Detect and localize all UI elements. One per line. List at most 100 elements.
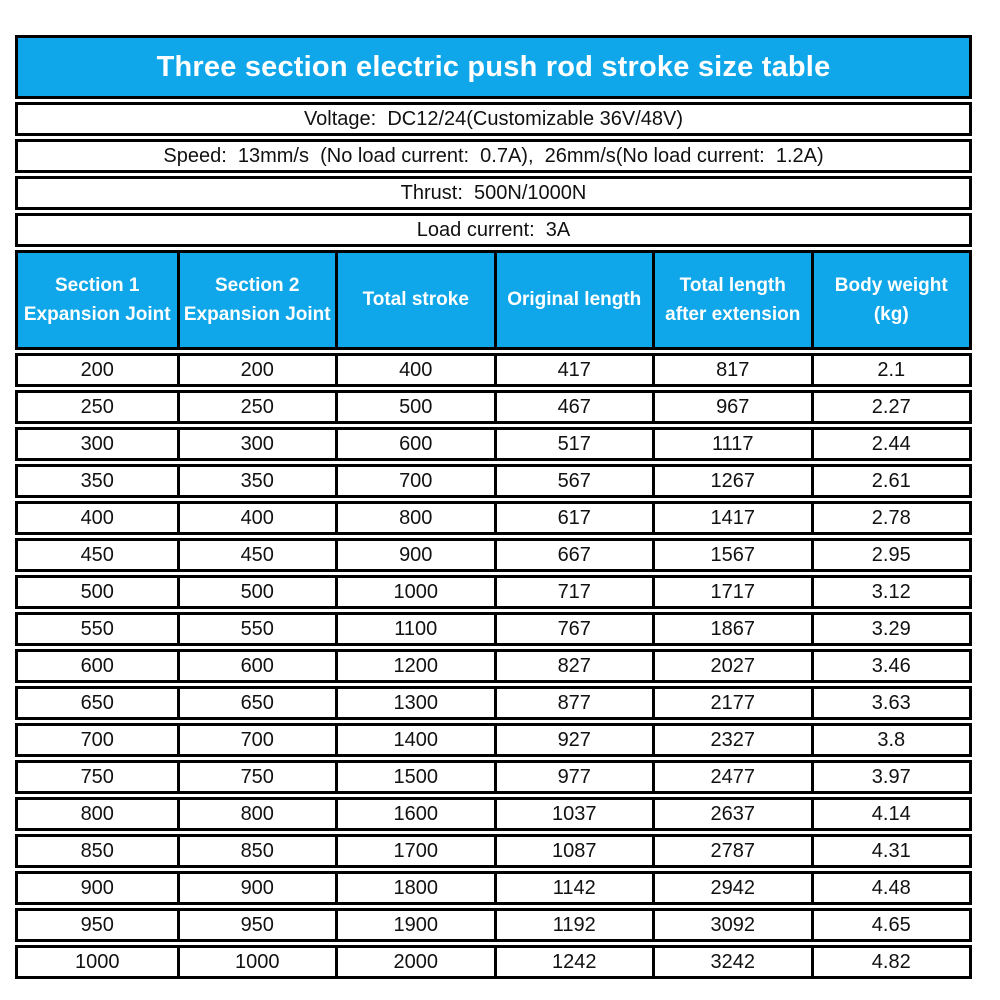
table-cell: 700 bbox=[176, 726, 336, 754]
table-cell: 3.29 bbox=[810, 615, 970, 643]
table-cell: 2.44 bbox=[810, 430, 970, 458]
table-cell: 800 bbox=[80, 802, 114, 825]
table-row: 850 850 1700 1087 2787 4.31 bbox=[15, 834, 972, 868]
table-cell: 750 bbox=[80, 765, 114, 788]
table-cell: 600 bbox=[176, 652, 336, 680]
table-cell: 2027 bbox=[652, 652, 811, 680]
table-cell: 3242 bbox=[652, 948, 811, 976]
table-cell: 717 bbox=[493, 578, 653, 606]
table-cell: 4.14 bbox=[810, 800, 970, 828]
table-cell: 2787 bbox=[652, 837, 811, 865]
table-row: 400 400 800 617 1417 2.78 bbox=[15, 501, 972, 535]
table-cell: 1717 bbox=[652, 578, 811, 606]
table-cell: 850 bbox=[80, 839, 114, 862]
table-row: 750 750 1500 977 2477 3.97 bbox=[15, 760, 972, 794]
table-row: 550 550 1100 767 1867 3.29 bbox=[15, 612, 972, 646]
table-cell: 2942 bbox=[652, 874, 811, 902]
table-cell: 3.63 bbox=[810, 689, 970, 717]
table-cell: 467 bbox=[493, 393, 653, 421]
table-cell: 600 bbox=[80, 654, 114, 677]
table-cell: 2.1 bbox=[810, 356, 970, 384]
table-cell: 450 bbox=[80, 543, 114, 566]
table-cell: 877 bbox=[493, 689, 653, 717]
table-cell: 650 bbox=[176, 689, 336, 717]
table-cell: 900 bbox=[80, 876, 114, 899]
table-cell: 977 bbox=[493, 763, 653, 791]
table-cell: 1192 bbox=[493, 911, 653, 939]
table-cell: 800 bbox=[335, 504, 494, 532]
table-cell: 1567 bbox=[652, 541, 811, 569]
table-cell: 2000 bbox=[335, 948, 494, 976]
table-cell: 1037 bbox=[493, 800, 653, 828]
table-cell: 1142 bbox=[493, 874, 653, 902]
page-title: Three section electric push rod stroke s… bbox=[156, 50, 831, 83]
table-cell: 1117 bbox=[652, 430, 811, 458]
table-cell: 1100 bbox=[335, 615, 494, 643]
table-cell: 500 bbox=[335, 393, 494, 421]
table-row: 350 350 700 567 1267 2.61 bbox=[15, 464, 972, 498]
table-cell: 667 bbox=[493, 541, 653, 569]
table-cell: 1267 bbox=[652, 467, 811, 495]
table-row: 300 300 600 517 1117 2.44 bbox=[15, 427, 972, 461]
table-row: 500 500 1000 717 1717 3.12 bbox=[15, 575, 972, 609]
table-cell: 1600 bbox=[335, 800, 494, 828]
spec-row-voltage: Voltage: DC12/24(Customizable 36V/48V) bbox=[15, 102, 972, 136]
table-cell: 550 bbox=[80, 617, 114, 640]
table-cell: 600 bbox=[335, 430, 494, 458]
table-cell: 1417 bbox=[652, 504, 811, 532]
table-cell: 550 bbox=[176, 615, 336, 643]
table-row: 900 900 1800 1142 2942 4.48 bbox=[15, 871, 972, 905]
table-header-row: Section 1 Expansion Joint Section 2 Expa… bbox=[15, 250, 972, 350]
table-cell: 617 bbox=[493, 504, 653, 532]
title-bar: Three section electric push rod stroke s… bbox=[15, 35, 972, 99]
table-cell: 4.48 bbox=[810, 874, 970, 902]
table-cell: 2177 bbox=[652, 689, 811, 717]
table-cell: 1242 bbox=[493, 948, 653, 976]
table-cell: 1000 bbox=[75, 950, 120, 973]
table-cell: 1867 bbox=[652, 615, 811, 643]
table-cell: 2.61 bbox=[810, 467, 970, 495]
table-cell: 700 bbox=[335, 467, 494, 495]
table-cell: 1200 bbox=[335, 652, 494, 680]
table-row: 700 700 1400 927 2327 3.8 bbox=[15, 723, 972, 757]
load-current-text: Load current: 3A bbox=[416, 218, 571, 241]
spec-sheet: Three section electric push rod stroke s… bbox=[15, 35, 972, 982]
column-header-section1-expansion-joint: Section 1 Expansion Joint bbox=[23, 274, 171, 325]
table-row: 950 950 1900 1192 3092 4.65 bbox=[15, 908, 972, 942]
column-header-total-length-after-extension: Total length after extension bbox=[652, 253, 811, 347]
table-cell: 967 bbox=[652, 393, 811, 421]
table-cell: 1900 bbox=[335, 911, 494, 939]
table-cell: 500 bbox=[176, 578, 336, 606]
table-cell: 567 bbox=[493, 467, 653, 495]
table-cell: 1500 bbox=[335, 763, 494, 791]
table-cell: 1700 bbox=[335, 837, 494, 865]
thrust-text: Thrust: 500N/1000N bbox=[400, 181, 587, 204]
table-row: 250 250 500 467 967 2.27 bbox=[15, 390, 972, 424]
table-cell: 3.12 bbox=[810, 578, 970, 606]
table-row: 1000 1000 2000 1242 3242 4.82 bbox=[15, 945, 972, 979]
table-cell: 2477 bbox=[652, 763, 811, 791]
table-cell: 4.31 bbox=[810, 837, 970, 865]
table-row: 450 450 900 667 1567 2.95 bbox=[15, 538, 972, 572]
table-row: 600 600 1200 827 2027 3.46 bbox=[15, 649, 972, 683]
table-cell: 767 bbox=[493, 615, 653, 643]
table-cell: 200 bbox=[176, 356, 336, 384]
table-cell: 700 bbox=[80, 728, 114, 751]
table-cell: 2.27 bbox=[810, 393, 970, 421]
table-cell: 417 bbox=[493, 356, 653, 384]
table-cell: 1000 bbox=[335, 578, 494, 606]
column-header-body-weight: Body weight (kg) bbox=[810, 253, 970, 347]
table-cell: 250 bbox=[176, 393, 336, 421]
table-cell: 250 bbox=[80, 395, 114, 418]
table-cell: 517 bbox=[493, 430, 653, 458]
table-cell: 827 bbox=[493, 652, 653, 680]
table-cell: 950 bbox=[80, 913, 114, 936]
table-cell: 927 bbox=[493, 726, 653, 754]
table-cell: 2.78 bbox=[810, 504, 970, 532]
table-cell: 1087 bbox=[493, 837, 653, 865]
table-cell: 300 bbox=[80, 432, 114, 455]
table-cell: 1000 bbox=[176, 948, 336, 976]
table-cell: 900 bbox=[176, 874, 336, 902]
column-header-total-stroke: Total stroke bbox=[335, 253, 494, 347]
table-cell: 850 bbox=[176, 837, 336, 865]
